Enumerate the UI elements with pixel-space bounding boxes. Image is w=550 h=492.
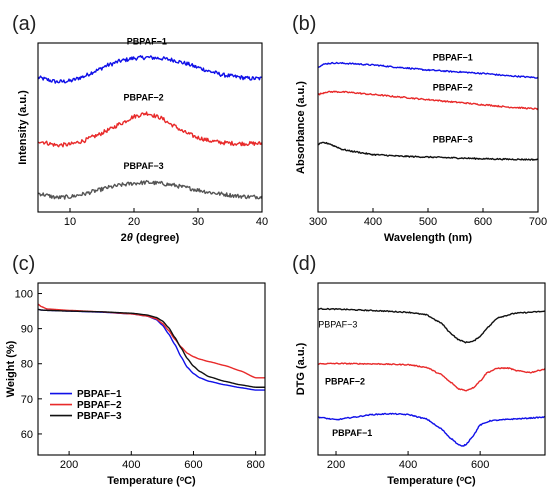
panel-b: (b) 300 400 500 600 700 Wavelength (nm) Absorba… (292, 13, 547, 244)
series-line-2 (37, 303, 265, 379)
x-tick-label: 700 (529, 216, 547, 228)
x-tick-label: 400 (399, 459, 417, 471)
plot-frame (37, 42, 263, 213)
panel-label: (d) (292, 253, 316, 275)
plot-frame (317, 282, 546, 456)
panel-label: (c) (12, 253, 35, 275)
series-group (317, 61, 539, 161)
x-axis-label: 2θ (degree) (121, 232, 180, 244)
x-axis-label: Temperature (oC) (387, 475, 476, 487)
x-tick-label: 30 (192, 216, 204, 228)
x-tick-label: 10 (64, 216, 76, 228)
x-tick-label: 800 (246, 459, 264, 471)
x-tick-label: 400 (122, 459, 140, 471)
y-tick-label: 70 (21, 394, 33, 406)
plot-frame (317, 42, 539, 213)
x-tick-label: 200 (327, 459, 345, 471)
series-line-3 (37, 179, 263, 200)
series-group (317, 307, 546, 447)
series-group (37, 55, 263, 200)
plot-frame (37, 282, 266, 456)
series-line-3 (317, 412, 546, 447)
y-tick-label: 100 (15, 289, 33, 301)
series-line-1 (37, 308, 265, 391)
x-tick-label: 300 (309, 216, 327, 228)
series-line-2 (37, 111, 263, 148)
series-annotation: PBPAF−2 (325, 376, 365, 386)
series-line-1 (317, 61, 539, 79)
y-axis-label: Intensity (a.u.) (17, 90, 29, 165)
y-axis: 60 70 80 90 100 (15, 289, 42, 441)
x-axis-label: Temperature (oC) (107, 475, 196, 487)
y-axis-label: Absorbance (a.u.) (295, 81, 307, 174)
panel-label: (a) (12, 13, 36, 35)
panel-label: (b) (292, 13, 316, 35)
x-tick-label: 600 (184, 459, 202, 471)
series-line-3 (37, 308, 265, 388)
series-annotation: PBPAF−3 (124, 161, 164, 171)
series-line-3 (317, 141, 539, 161)
x-tick-label: 500 (419, 216, 437, 228)
x-tick-label: 20 (128, 216, 140, 228)
series-line-1 (37, 55, 263, 84)
y-tick-label: 80 (21, 359, 33, 371)
legend-label: PBPAF−2 (77, 400, 122, 411)
x-tick-label: 600 (471, 459, 489, 471)
panel-c: (c) 200 400 600 800 60 70 80 90 100 Temperature (o… (5, 253, 266, 487)
x-tick-label: 600 (474, 216, 492, 228)
series-annotation: PBPAF−1 (127, 37, 167, 47)
x-axis: 300 400 500 600 700 (309, 208, 547, 228)
series-line-2 (317, 90, 539, 111)
panel-a: (a) 10 20 30 40 2θ (degree) Intensity (a.u.) PB… (12, 13, 268, 244)
x-axis: 10 20 30 40 (64, 208, 268, 228)
series-annotation: PBPAF−1 (433, 53, 473, 63)
series-annotation: PBPAF−2 (124, 92, 164, 102)
x-tick-label: 400 (364, 216, 382, 228)
series-line-1 (317, 307, 546, 344)
legend-label: PBPAF−1 (77, 389, 122, 400)
series-group (37, 303, 265, 391)
y-axis-label: DTG (a.u.) (295, 342, 307, 395)
series-annotation: PBPAF−2 (433, 82, 473, 92)
y-tick-label: 90 (21, 324, 33, 336)
x-tick-label: 200 (60, 459, 78, 471)
x-axis: 200 400 600 (327, 451, 489, 471)
series-line-2 (317, 362, 546, 392)
x-axis-label: Wavelength (nm) (384, 232, 473, 244)
x-axis: 200 400 600 800 (60, 451, 265, 471)
series-annotation: PBPAF−3 (433, 135, 473, 145)
y-tick-label: 60 (21, 429, 33, 441)
panel-d: (d) 200 400 600 Temperature (oC) DTG (a.u.) PB… (292, 253, 546, 487)
series-annotation: PBPAF−3 (318, 320, 357, 330)
legend-label: PBPAF−3 (77, 411, 122, 422)
y-axis-label: Weight (%) (5, 340, 17, 397)
x-tick-label: 40 (256, 216, 268, 228)
series-annotation: PBPAF−1 (332, 428, 372, 438)
